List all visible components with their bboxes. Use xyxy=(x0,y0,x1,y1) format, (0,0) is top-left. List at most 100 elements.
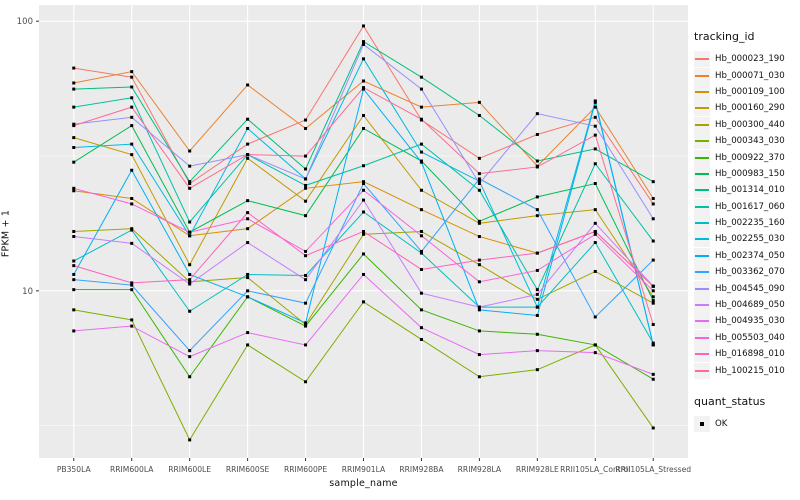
legend-entry-Hb_001314_010: Hb_001314_010 xyxy=(694,182,800,199)
legend-key-line-icon xyxy=(694,67,710,84)
data-point xyxy=(246,295,250,299)
data-point xyxy=(535,195,539,199)
data-point xyxy=(651,202,655,206)
data-point xyxy=(593,315,597,319)
data-point xyxy=(535,268,539,272)
legend-key-line-icon xyxy=(694,100,710,117)
data-point xyxy=(362,182,365,186)
data-point xyxy=(188,438,192,442)
data-point xyxy=(362,272,365,276)
y-tick-label-100: 100 xyxy=(17,17,33,27)
x-tick-label-RRII105LA_Stressed: RRII105LA_Stressed xyxy=(615,465,691,474)
data-point xyxy=(651,341,655,345)
data-point xyxy=(130,85,134,89)
data-point xyxy=(477,308,481,312)
data-point xyxy=(130,324,134,328)
data-point xyxy=(651,284,655,288)
data-point xyxy=(246,241,250,245)
data-point xyxy=(535,313,539,317)
data-point xyxy=(651,180,655,184)
legend-key-line-icon xyxy=(694,362,710,379)
data-point xyxy=(651,258,655,262)
data-point xyxy=(188,282,192,286)
data-point xyxy=(419,267,423,271)
x-tick-label-RRII105LA_Control: RRII105LA_Control xyxy=(560,465,630,474)
data-point xyxy=(188,164,192,168)
data-point xyxy=(130,168,134,172)
data-point xyxy=(304,343,308,347)
data-point xyxy=(477,156,481,160)
data-point xyxy=(535,214,539,218)
data-point xyxy=(593,115,597,119)
legend-entry-label: Hb_002374_050 xyxy=(715,250,785,261)
data-point xyxy=(246,331,250,335)
data-point xyxy=(535,159,539,163)
data-point xyxy=(362,252,365,256)
data-point xyxy=(188,272,192,276)
legend-title-quant-status: quant_status xyxy=(694,394,766,408)
data-point xyxy=(72,87,76,91)
data-point xyxy=(72,124,76,128)
data-point xyxy=(188,234,192,238)
legend-tracking-entries: Hb_000023_190 Hb_000071_030 Hb_000109_100 H… xyxy=(694,51,800,379)
legend-entry-Hb_005503_040: Hb_005503_040 xyxy=(694,329,800,346)
y-axis-title: FPKM + 1 xyxy=(0,209,12,258)
legend-key-point-icon xyxy=(694,416,710,432)
data-point xyxy=(651,377,655,381)
data-point xyxy=(419,188,423,192)
data-point xyxy=(651,323,655,327)
legend-line-swatch xyxy=(695,353,709,356)
data-point xyxy=(304,278,308,282)
data-point xyxy=(246,153,250,157)
legend-entry-Hb_002235_160: Hb_002235_160 xyxy=(694,215,800,232)
axis-ticks xyxy=(36,20,654,461)
legend-entry-label: Hb_004689_050 xyxy=(715,300,785,311)
data-point xyxy=(304,301,308,305)
data-point xyxy=(419,251,423,255)
data-point xyxy=(362,232,365,236)
legend-entry-label: Hb_004935_030 xyxy=(715,316,785,327)
x-tick-label-RRIM928LA: RRIM928LA xyxy=(458,465,502,474)
data-point xyxy=(593,147,597,151)
legend-line-swatch xyxy=(695,172,709,175)
legend-line-swatch xyxy=(695,90,709,93)
data-point xyxy=(535,349,539,353)
data-point xyxy=(362,210,365,214)
legend-key-line-icon xyxy=(694,116,710,133)
data-point xyxy=(477,182,481,186)
data-point xyxy=(72,229,76,233)
data-point xyxy=(188,355,192,359)
legend-entry-label: Hb_001314_010 xyxy=(715,185,785,196)
data-point xyxy=(130,318,134,322)
data-point xyxy=(593,133,597,137)
data-points xyxy=(72,24,655,442)
data-point xyxy=(72,186,76,190)
legend-line-swatch xyxy=(695,140,709,143)
data-point xyxy=(130,70,134,74)
data-point xyxy=(651,239,655,243)
legend-entry-label: Hb_003362_070 xyxy=(715,267,785,278)
data-point xyxy=(651,196,655,200)
data-point xyxy=(72,66,76,70)
data-point xyxy=(593,124,597,128)
data-point xyxy=(651,299,655,303)
legend-line-swatch xyxy=(695,369,709,372)
legend-key-line-icon xyxy=(694,133,710,150)
data-point xyxy=(130,142,134,146)
data-point xyxy=(419,208,423,212)
data-point xyxy=(304,214,308,218)
legend-entry-Hb_000109_100: Hb_000109_100 xyxy=(694,83,800,100)
data-point xyxy=(72,329,76,333)
data-point xyxy=(72,308,76,312)
legend-entry-label: Hb_005503_040 xyxy=(715,332,785,343)
data-point xyxy=(246,289,250,293)
data-point xyxy=(419,117,423,121)
data-point xyxy=(246,217,250,221)
data-point xyxy=(188,230,192,234)
x-tick-label-RRIM600LE: RRIM600LE xyxy=(168,465,211,474)
data-point xyxy=(477,353,481,357)
data-point xyxy=(246,199,250,203)
legend-line-swatch xyxy=(695,304,709,307)
x-tick-label-RRIM928BA: RRIM928BA xyxy=(399,465,444,474)
